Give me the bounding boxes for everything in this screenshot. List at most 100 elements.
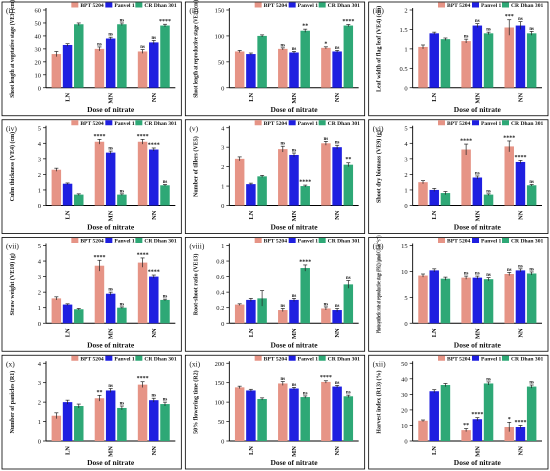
bar [461, 430, 471, 441]
significance-label: ns [152, 394, 157, 399]
significance-label: **** [159, 19, 171, 25]
significance-label: ns [281, 142, 286, 147]
x-tick-label: MN [474, 92, 481, 103]
significance-label: * [508, 417, 511, 423]
legend-label: BPT 5204 [264, 239, 288, 245]
significance-label: ns [529, 180, 534, 185]
bar [472, 25, 483, 88]
bar [440, 39, 451, 88]
y-tick-label: 0 [404, 439, 407, 446]
bar [429, 391, 439, 441]
x-tick-label: NN [517, 92, 524, 102]
bar [461, 277, 471, 324]
significance-label: ns [108, 33, 113, 38]
significance-label: ns [120, 402, 125, 407]
chart-panel: (v) 0 1 2 3 4 Number of tillers (VE5) Dose of n… [184, 119, 366, 234]
y-tick-label: 0 [221, 321, 224, 328]
x-tick-label: NN [334, 92, 341, 102]
y-tick-label: 0 [38, 439, 41, 446]
y-tick-label: 0 [404, 85, 407, 92]
legend-swatch [105, 355, 113, 361]
significance-label: * [324, 41, 327, 47]
bar [461, 149, 471, 206]
legend-label: Panvel 1 [298, 3, 319, 9]
bar [300, 186, 310, 206]
bar [504, 427, 514, 441]
significance-label: **** [137, 134, 149, 140]
significance-label: ns [464, 272, 469, 277]
significance-label: ns [281, 43, 286, 48]
bar [343, 284, 354, 324]
legend-swatch [318, 238, 326, 243]
significance-label: ns [529, 381, 534, 386]
bar [74, 406, 84, 441]
x-tick-label: MN [108, 328, 115, 339]
chart-panel: (viii) 0 0.2 0.4 0.6 0.8 1 Root-shoot ratio (VE… [184, 237, 366, 352]
significance-label: ** [302, 24, 308, 30]
significance-label: ns [281, 377, 286, 382]
chart-panel: (i) 0 10 20 30 40 50 60 Shoot length at vegetati… [1, 0, 182, 117]
y-tick-label: 15 [401, 243, 408, 250]
bar [257, 298, 267, 324]
bar [160, 185, 170, 206]
panel-frame [1, 119, 182, 234]
bar [105, 293, 116, 324]
significance-label: ns [108, 288, 113, 293]
x-tick-label: MN [474, 328, 481, 339]
significance-label: ns [97, 42, 102, 47]
bar [105, 38, 116, 88]
y-tick-label: 5 [404, 295, 407, 302]
significance-label: ns [292, 47, 297, 52]
x-axis-label: Dose of nitrate [454, 105, 502, 114]
bar [504, 274, 514, 324]
panel-frame [1, 354, 182, 470]
y-tick-label: 100 [215, 400, 225, 407]
legend-swatch [502, 2, 509, 8]
y-tick-label: 0 [221, 439, 224, 446]
y-tick-label: 1.5 [400, 27, 408, 34]
significance-label: **** [148, 142, 160, 148]
bar [117, 407, 127, 441]
legend-label: BPT 5204 [264, 356, 288, 362]
bar [117, 194, 127, 206]
significance-label: **** [503, 135, 515, 141]
bar [94, 48, 105, 88]
panel-label: (iii) [373, 6, 385, 15]
significance-label: ns [324, 302, 329, 307]
y-tick-label: 0 [38, 85, 41, 92]
significance-label: **** [299, 180, 311, 186]
panel-label: (ix) [373, 242, 384, 251]
x-tick-label: LN [248, 210, 255, 219]
bar [332, 386, 342, 441]
bar [234, 304, 245, 324]
bar [257, 176, 267, 206]
legend-label: Panvel 1 [114, 3, 135, 9]
bar [332, 310, 342, 324]
y-tick-label: 1 [38, 187, 41, 194]
chart-panel: (iii) 0 0.5 1 1.5 2 Leaf width of flag leaf (V… [368, 1, 549, 117]
bar [289, 154, 299, 206]
bar [246, 390, 256, 441]
bar [504, 146, 514, 206]
y-tick-label: 5 [38, 243, 41, 250]
panel-label: (i) [6, 6, 14, 15]
bar [429, 33, 439, 88]
bar [472, 177, 483, 206]
significance-label: ns [486, 377, 491, 382]
x-tick-label: MN [291, 446, 298, 457]
legend-label: Panvel 1 [114, 356, 135, 362]
bar [117, 24, 127, 88]
bar [321, 381, 331, 441]
legend-swatch [71, 2, 79, 8]
significance-label: ns [335, 141, 340, 146]
y-tick-label: 50 [401, 361, 408, 368]
x-tick-label: LN [65, 92, 72, 101]
y-axis-label: Number of panicles (R1) [9, 371, 16, 434]
y-tick-label: 0.5 [400, 66, 408, 73]
legend-label: CR Dhan 301 [144, 239, 177, 245]
significance-label: ns [486, 189, 491, 194]
x-axis-label: Dose of nitrate [87, 340, 135, 349]
bar [62, 44, 73, 88]
bar [51, 298, 62, 324]
x-tick-label: MN [108, 210, 115, 221]
